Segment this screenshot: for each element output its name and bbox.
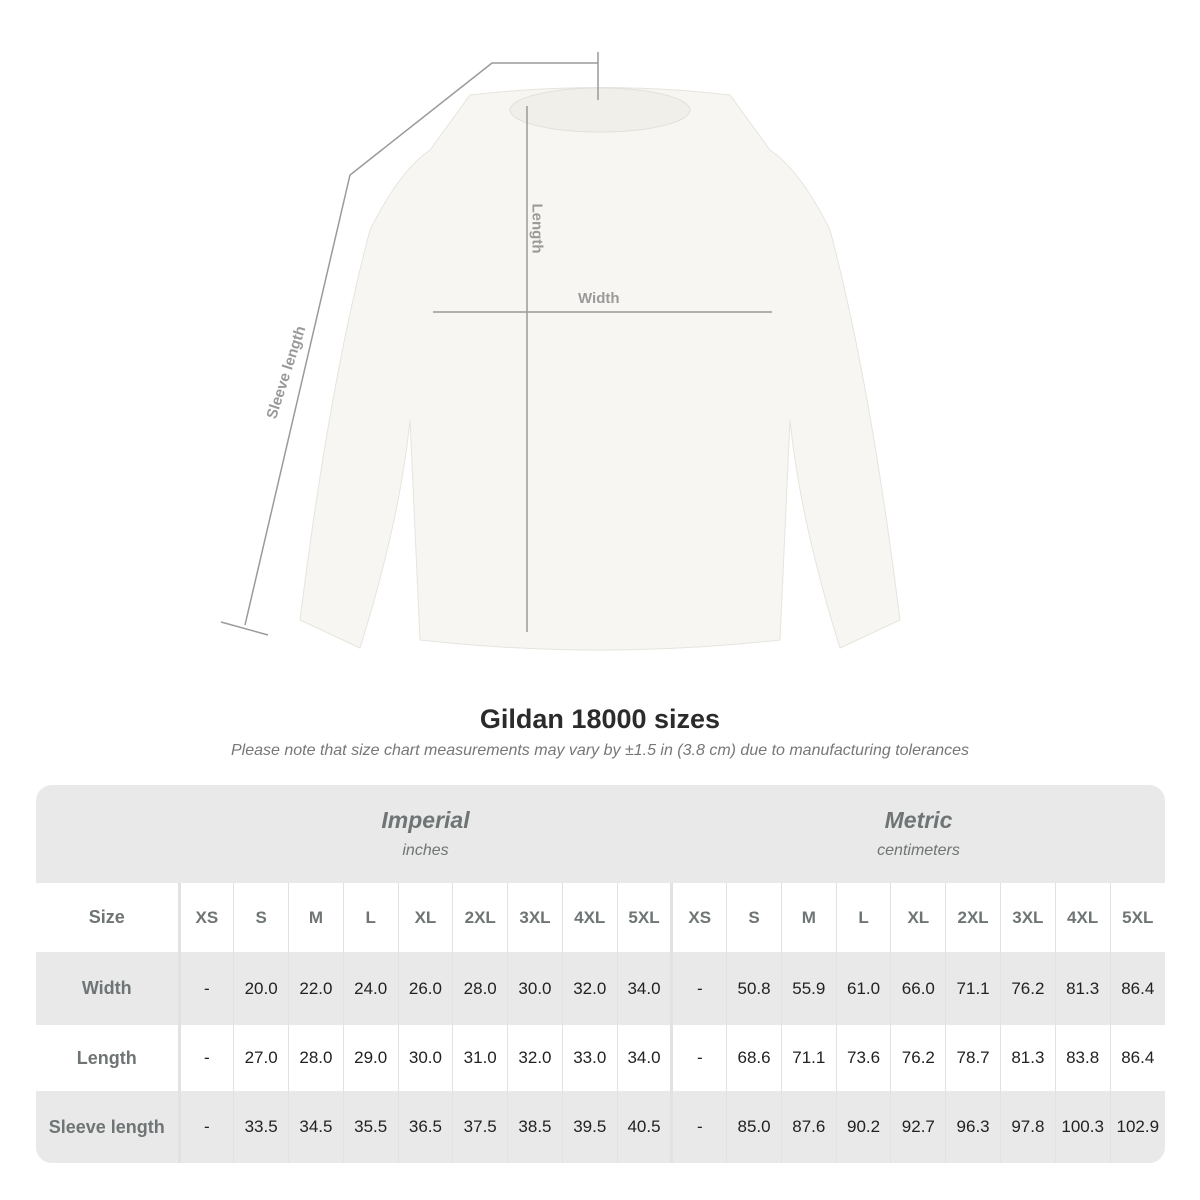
imperial-value: 34.0 — [616, 1025, 672, 1091]
imperial-size-4xl: 4XL — [561, 883, 618, 952]
imperial-size-s: S — [233, 883, 289, 952]
imperial-value: - — [177, 1091, 234, 1163]
metric-value: 66.0 — [890, 952, 946, 1025]
metric-value: 102.9 — [1109, 1091, 1165, 1163]
row-label: Length — [76, 1047, 137, 1068]
metric-size-m: M — [780, 883, 837, 952]
metric-value: 78.7 — [945, 1025, 1001, 1091]
imperial-value: - — [177, 952, 234, 1025]
row-label: Sleeve length — [48, 1116, 165, 1137]
size-table: Imperial inches Metric centimeters Size X… — [36, 785, 1165, 1163]
imperial-title: Imperial — [381, 807, 470, 833]
metric-value: 97.8 — [999, 1091, 1056, 1163]
metric-value: 68.6 — [726, 1025, 782, 1091]
metric-value: 81.3 — [999, 1025, 1056, 1091]
imperial-size-3xl: 3XL — [507, 883, 563, 952]
metric-header: Metric centimeters — [672, 785, 1165, 883]
metric-value: 96.3 — [945, 1091, 1001, 1163]
metric-value: 71.1 — [945, 952, 1001, 1025]
imperial-value: 34.0 — [616, 952, 672, 1025]
imperial-header: Imperial inches — [179, 785, 672, 883]
metric-value: 73.6 — [835, 1025, 891, 1091]
metric-value: - — [670, 1091, 727, 1163]
imperial-value: 20.0 — [233, 952, 289, 1025]
imperial-value: 32.0 — [561, 952, 618, 1025]
table-row: Length -27.0 28.0 29.0 30.0 31.0 32.0 33.0 34.0-… — [36, 1025, 1165, 1091]
size-grid: Size XS S M L XL 2XL 3XL 4XL 5XL XS S M L XL 2XL 3XL 4XL 5… — [36, 883, 1165, 1163]
imperial-value: 32.0 — [507, 1025, 563, 1091]
metric-value: - — [670, 952, 727, 1025]
sweatshirt-image — [299, 87, 901, 651]
imperial-value: 33.5 — [233, 1091, 289, 1163]
imperial-value: 28.0 — [288, 1025, 344, 1091]
imperial-size-l: L — [342, 883, 399, 952]
metric-size-4xl: 4XL — [1054, 883, 1111, 952]
imperial-value: 34.5 — [288, 1091, 344, 1163]
imperial-value: 27.0 — [233, 1025, 289, 1091]
imperial-size-xl: XL — [397, 883, 453, 952]
metric-value: 50.8 — [726, 952, 782, 1025]
imperial-size-5xl: 5XL — [616, 883, 672, 952]
imperial-value: 31.0 — [452, 1025, 508, 1091]
metric-size-5xl: 5XL — [1109, 883, 1165, 952]
metric-value: 100.3 — [1054, 1091, 1111, 1163]
metric-size-xs: XS — [670, 883, 727, 952]
metric-size-s: S — [726, 883, 782, 952]
metric-value: 61.0 — [835, 952, 891, 1025]
imperial-size-m: M — [288, 883, 344, 952]
imperial-value: 37.5 — [452, 1091, 508, 1163]
metric-value: 92.7 — [890, 1091, 946, 1163]
imperial-size-xs: XS — [177, 883, 234, 952]
measure-lines — [220, 52, 772, 636]
imperial-value: 30.0 — [507, 952, 563, 1025]
table-header-row: Size XS S M L XL 2XL 3XL 4XL 5XL XS S M L XL 2XL 3XL 4XL 5… — [36, 883, 1165, 952]
imperial-value: 36.5 — [397, 1091, 453, 1163]
metric-size-2xl: 2XL — [945, 883, 1001, 952]
metric-value: 55.9 — [780, 952, 837, 1025]
tolerance-note: Please note that size chart measurements… — [230, 742, 970, 759]
size-header: Size — [88, 907, 125, 927]
metric-size-l: L — [835, 883, 891, 952]
metric-size-3xl: 3XL — [999, 883, 1056, 952]
sweatshirt-diagram — [220, 52, 901, 651]
imperial-value: 33.0 — [561, 1025, 618, 1091]
imperial-value: 38.5 — [507, 1091, 563, 1163]
imperial-value: 30.0 — [397, 1025, 453, 1091]
length-label: Length — [528, 203, 546, 254]
metric-title: Metric — [884, 807, 953, 833]
imperial-value: 22.0 — [288, 952, 344, 1025]
imperial-value: 29.0 — [342, 1025, 399, 1091]
width-label: Width — [578, 290, 620, 307]
metric-unit: centimeters — [877, 842, 960, 859]
metric-value: 86.4 — [1109, 952, 1165, 1025]
metric-value: 71.1 — [780, 1025, 837, 1091]
metric-value: 76.2 — [999, 952, 1056, 1025]
imperial-value: 35.5 — [342, 1091, 399, 1163]
imperial-size-2xl: 2XL — [452, 883, 508, 952]
metric-value: 86.4 — [1109, 1025, 1165, 1091]
metric-value: 90.2 — [835, 1091, 891, 1163]
imperial-value: 28.0 — [452, 952, 508, 1025]
imperial-value: 40.5 — [616, 1091, 672, 1163]
metric-value: 85.0 — [726, 1091, 782, 1163]
metric-value: 81.3 — [1054, 952, 1111, 1025]
imperial-value: 39.5 — [561, 1091, 618, 1163]
metric-value: 76.2 — [890, 1025, 946, 1091]
metric-value: - — [670, 1025, 727, 1091]
imperial-value: 26.0 — [397, 952, 453, 1025]
table-row: Width -20.0 22.0 24.0 26.0 28.0 30.0 32.0 34.0-5… — [36, 952, 1165, 1025]
metric-size-xl: XL — [890, 883, 946, 952]
imperial-unit: inches — [402, 842, 449, 859]
imperial-value: - — [177, 1025, 234, 1091]
table-row: Sleeve length -33.5 34.5 35.5 36.5 37.5 38.5 39… — [36, 1091, 1165, 1163]
page-title: Gildan 18000 sizes — [479, 704, 721, 734]
imperial-value: 24.0 — [342, 952, 399, 1025]
metric-value: 83.8 — [1054, 1025, 1111, 1091]
metric-value: 87.6 — [780, 1091, 837, 1163]
row-label: Width — [81, 978, 132, 998]
